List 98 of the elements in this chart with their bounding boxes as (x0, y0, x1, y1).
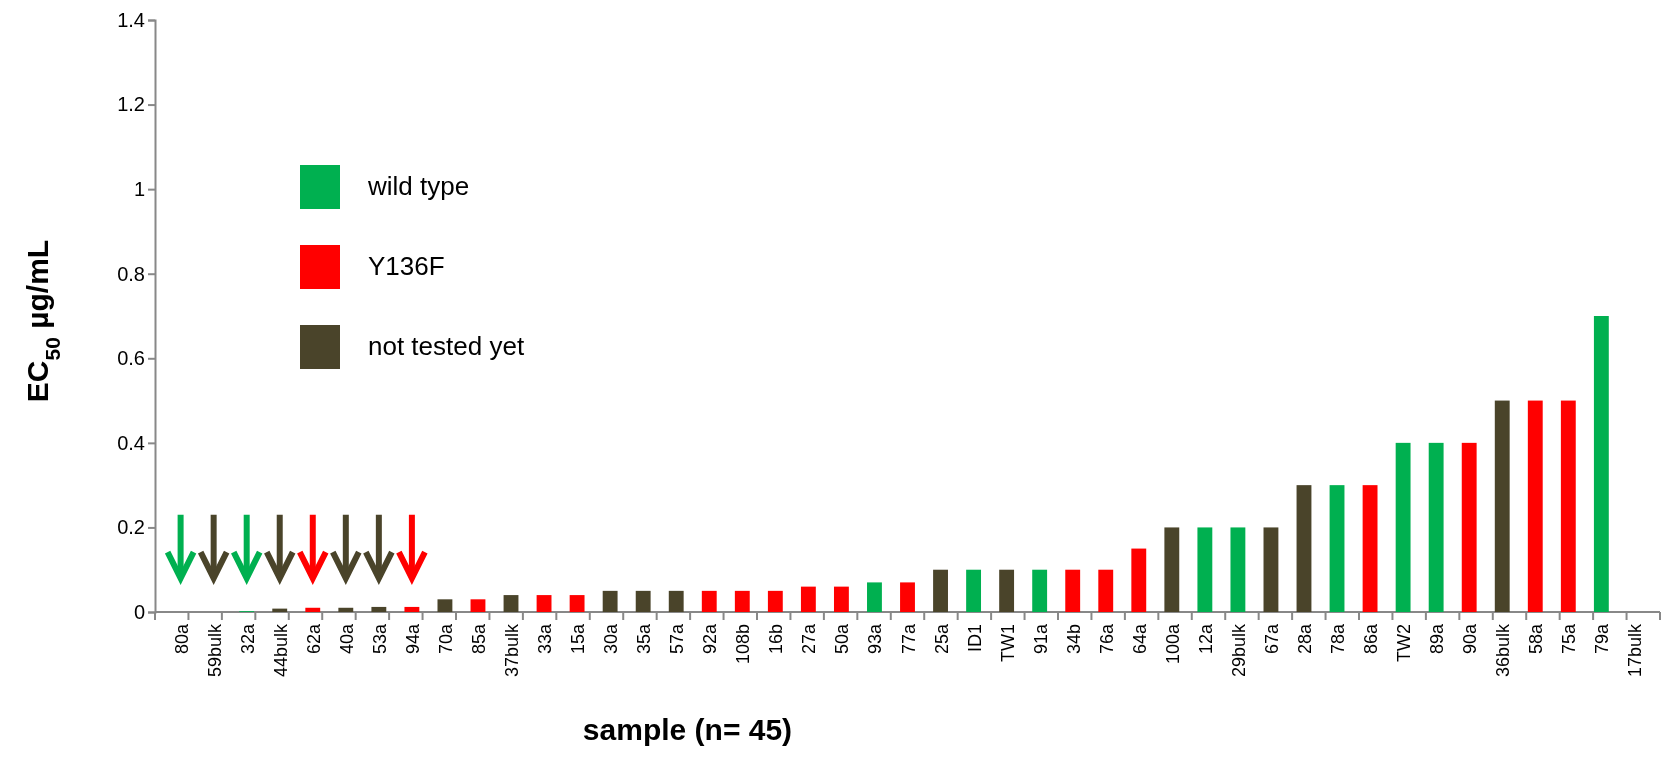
bar (999, 569, 1015, 612)
x-tick-label: 33a (535, 623, 556, 655)
bar (668, 590, 684, 612)
bar (1494, 400, 1510, 612)
bar (1197, 527, 1213, 612)
bar (767, 590, 783, 612)
bar (1527, 400, 1543, 612)
x-tick-label: 62a (303, 623, 324, 655)
x-tick-label: 35a (634, 623, 655, 655)
x-tick-label: 92a (700, 623, 721, 655)
x-tick-label: 17bulk (1625, 623, 1646, 678)
x-axis-title: sample (n= 45) (582, 713, 793, 746)
x-tick-label: TW1 (997, 624, 1018, 662)
bar (602, 590, 618, 612)
bar (1098, 569, 1114, 612)
x-tick-label: 80a (171, 623, 192, 655)
x-tick-label: 44bulk (270, 623, 291, 678)
bar (701, 590, 717, 612)
bar (1296, 485, 1312, 612)
x-tick-label: 86a (1361, 623, 1382, 655)
bar (437, 599, 453, 612)
bar (734, 590, 750, 612)
bar (503, 595, 519, 612)
x-tick-label: 89a (1427, 623, 1448, 655)
bar (1131, 548, 1147, 612)
bar (1362, 485, 1378, 612)
x-tick-label: 28a (1294, 623, 1315, 655)
x-tick-label: 36bulk (1493, 623, 1514, 678)
bar (1593, 316, 1609, 612)
bar (338, 607, 354, 612)
x-tick-label: 90a (1460, 623, 1481, 655)
x-tick-label: 91a (1030, 623, 1051, 655)
x-tick-label: 67a (1261, 623, 1282, 655)
bar (1230, 527, 1246, 612)
bar (272, 608, 288, 612)
bar (800, 586, 816, 612)
bar (1428, 442, 1444, 612)
x-tick-label: 37bulk (502, 623, 523, 678)
bar (966, 569, 982, 612)
bar (867, 582, 882, 612)
y-tick-label: 1 (133, 178, 145, 201)
bar (305, 607, 321, 612)
bar (1263, 527, 1279, 612)
x-tick-label: 85a (468, 623, 489, 655)
bar (1461, 442, 1477, 612)
x-tick-label: 15a (568, 623, 589, 655)
x-tick-label: ID1 (964, 624, 985, 653)
x-tick-label: 12a (1195, 623, 1216, 655)
x-tick-label: 27a (799, 623, 820, 655)
x-tick-label: 70a (435, 623, 456, 655)
bar (635, 590, 651, 612)
bar (536, 595, 552, 612)
x-tick-label: 100a (1162, 623, 1183, 665)
x-tick-label: 78a (1328, 623, 1349, 655)
x-tick-label: 64a (1129, 623, 1150, 655)
bar (833, 586, 849, 612)
x-tick-label: 59bulk (204, 623, 225, 678)
x-tick-label: 50a (832, 623, 853, 655)
bar (371, 606, 387, 612)
bar (1329, 485, 1345, 612)
bar (1065, 569, 1081, 612)
bar (1032, 569, 1048, 612)
bar (1395, 442, 1411, 612)
x-tick-label: 108b (733, 624, 754, 665)
x-tick-label: 34b (1063, 624, 1084, 655)
bar (1560, 400, 1576, 612)
x-tick-label: 76a (1096, 623, 1117, 655)
y-tick-label: 1.4 (117, 8, 145, 31)
x-tick-label: 94a (402, 623, 423, 655)
x-tick-label: TW2 (1394, 624, 1415, 662)
x-tick-label: 79a (1592, 623, 1613, 655)
legend-label: wild type (367, 171, 470, 201)
bar (470, 599, 486, 612)
x-tick-label: 77a (898, 623, 919, 655)
bar (900, 582, 915, 612)
x-tick-label: 25a (931, 623, 952, 655)
x-tick-label: 32a (237, 623, 258, 655)
y-tick-label: 0.8 (117, 262, 145, 285)
x-tick-label: 40a (336, 623, 357, 655)
x-tick-label: 53a (369, 623, 390, 655)
bar (933, 569, 948, 612)
x-tick-label: 16b (766, 624, 787, 655)
x-tick-label: 29bulk (1228, 623, 1249, 678)
x-tick-label: 57a (667, 623, 688, 655)
legend-label: Y136F (368, 251, 445, 281)
bar (404, 606, 420, 612)
y-tick-label: 0.6 (117, 347, 145, 370)
bar (1164, 527, 1180, 612)
y-tick-label: 0 (133, 600, 145, 623)
y-tick-label: 1.2 (117, 93, 145, 116)
bar (569, 595, 585, 612)
x-tick-label: 30a (601, 623, 622, 655)
y-tick-label: 0.4 (117, 431, 145, 454)
x-tick-label: 93a (865, 623, 886, 655)
legend-label: not tested yet (368, 331, 525, 361)
x-tick-label: 75a (1559, 623, 1580, 655)
y-tick-label: 0.2 (117, 516, 145, 539)
x-tick-label: 58a (1526, 623, 1547, 655)
